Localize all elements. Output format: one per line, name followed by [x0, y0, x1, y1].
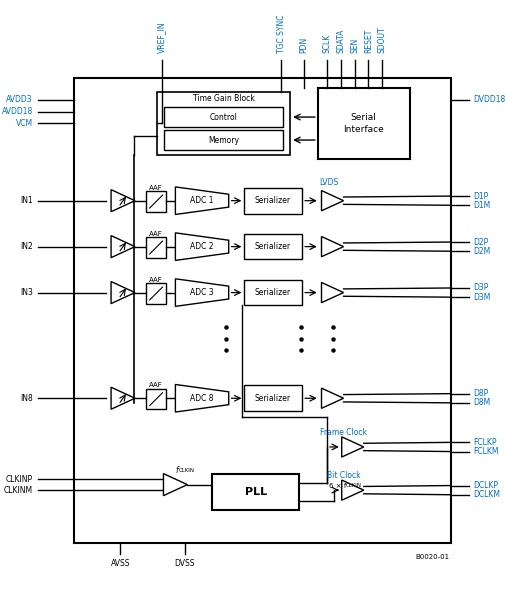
Text: AVDD18: AVDD18: [2, 107, 33, 116]
Polygon shape: [111, 190, 135, 211]
Text: Serializer: Serializer: [255, 196, 291, 205]
Text: Serial: Serial: [351, 114, 377, 123]
Text: D8M: D8M: [473, 398, 490, 408]
Text: DCLKP: DCLKP: [473, 481, 498, 490]
Polygon shape: [342, 480, 364, 500]
Text: DCLKM: DCLKM: [473, 490, 500, 499]
FancyBboxPatch shape: [146, 191, 166, 211]
Text: IN2: IN2: [20, 242, 33, 251]
Text: FCLKM: FCLKM: [473, 447, 498, 456]
Text: Time Gain Block: Time Gain Block: [193, 94, 255, 103]
Text: IN8: IN8: [20, 394, 33, 403]
Text: SDOUT: SDOUT: [378, 26, 387, 53]
FancyBboxPatch shape: [164, 107, 283, 127]
Text: D3P: D3P: [473, 283, 488, 293]
Text: D1P: D1P: [473, 191, 488, 201]
Text: LVDS: LVDS: [319, 178, 338, 187]
Text: Memory: Memory: [208, 135, 239, 144]
Text: IN3: IN3: [20, 288, 33, 297]
Text: Serializer: Serializer: [255, 242, 291, 251]
Text: Frame Clock: Frame Clock: [320, 428, 367, 437]
Polygon shape: [175, 385, 229, 412]
Text: B0020-01: B0020-01: [415, 554, 449, 560]
Text: AAF: AAF: [149, 231, 163, 237]
Text: PLL: PLL: [245, 487, 267, 497]
Text: AVDD3: AVDD3: [7, 95, 33, 104]
Text: TGC SYNC: TGC SYNC: [277, 14, 285, 53]
Text: D1M: D1M: [473, 201, 490, 210]
Text: SEN: SEN: [350, 38, 359, 53]
Text: ADC 1: ADC 1: [190, 196, 214, 205]
Text: AAF: AAF: [149, 382, 163, 388]
Polygon shape: [322, 388, 343, 408]
Polygon shape: [111, 387, 135, 409]
Text: CLKIN: CLKIN: [178, 468, 194, 474]
Text: CLKINP: CLKINP: [6, 475, 33, 484]
Text: AAF: AAF: [149, 185, 163, 191]
Text: Control: Control: [210, 112, 237, 121]
FancyBboxPatch shape: [146, 283, 166, 303]
Text: ADC 8: ADC 8: [190, 394, 214, 403]
Text: DVSS: DVSS: [174, 559, 195, 568]
Text: Bit Clock: Bit Clock: [327, 471, 361, 480]
Polygon shape: [175, 233, 229, 260]
Text: RESET: RESET: [364, 28, 373, 53]
Text: D2P: D2P: [473, 237, 488, 247]
Polygon shape: [322, 191, 343, 211]
Polygon shape: [342, 437, 364, 457]
Polygon shape: [322, 237, 343, 257]
FancyBboxPatch shape: [244, 234, 302, 260]
Polygon shape: [111, 282, 135, 303]
FancyBboxPatch shape: [146, 389, 166, 409]
Text: D8P: D8P: [473, 389, 488, 398]
Text: ADC 2: ADC 2: [190, 242, 214, 251]
Text: IN1: IN1: [20, 196, 33, 205]
Polygon shape: [164, 474, 187, 496]
Text: AAF: AAF: [149, 277, 163, 283]
Text: CLKINM: CLKINM: [4, 486, 33, 495]
Text: VCM: VCM: [16, 119, 33, 128]
FancyBboxPatch shape: [164, 130, 283, 150]
Text: SDATA: SDATA: [336, 28, 345, 53]
Polygon shape: [322, 283, 343, 303]
FancyBboxPatch shape: [318, 88, 410, 160]
FancyBboxPatch shape: [244, 188, 302, 214]
Text: VREF_IN: VREF_IN: [157, 21, 166, 53]
Polygon shape: [175, 279, 229, 306]
Text: SCLK: SCLK: [323, 34, 331, 53]
FancyBboxPatch shape: [244, 280, 302, 306]
Text: D2M: D2M: [473, 247, 490, 256]
Text: Serializer: Serializer: [255, 288, 291, 297]
Text: f: f: [176, 466, 179, 475]
FancyBboxPatch shape: [244, 385, 302, 411]
FancyBboxPatch shape: [74, 78, 451, 542]
FancyBboxPatch shape: [212, 474, 299, 510]
Text: FCLKP: FCLKP: [473, 438, 496, 447]
Text: DVDD18: DVDD18: [473, 95, 505, 104]
Text: PDN: PDN: [299, 37, 309, 53]
FancyBboxPatch shape: [157, 92, 290, 155]
Text: CLKIN: CLKIN: [345, 483, 362, 488]
Text: 6 × f: 6 × f: [329, 482, 347, 488]
Text: AVSS: AVSS: [111, 559, 130, 568]
FancyBboxPatch shape: [146, 237, 166, 257]
Text: Interface: Interface: [343, 125, 384, 134]
Polygon shape: [175, 187, 229, 214]
Text: Serializer: Serializer: [255, 394, 291, 403]
Text: D3M: D3M: [473, 293, 490, 302]
Text: ADC 3: ADC 3: [190, 288, 214, 297]
Polygon shape: [111, 236, 135, 257]
